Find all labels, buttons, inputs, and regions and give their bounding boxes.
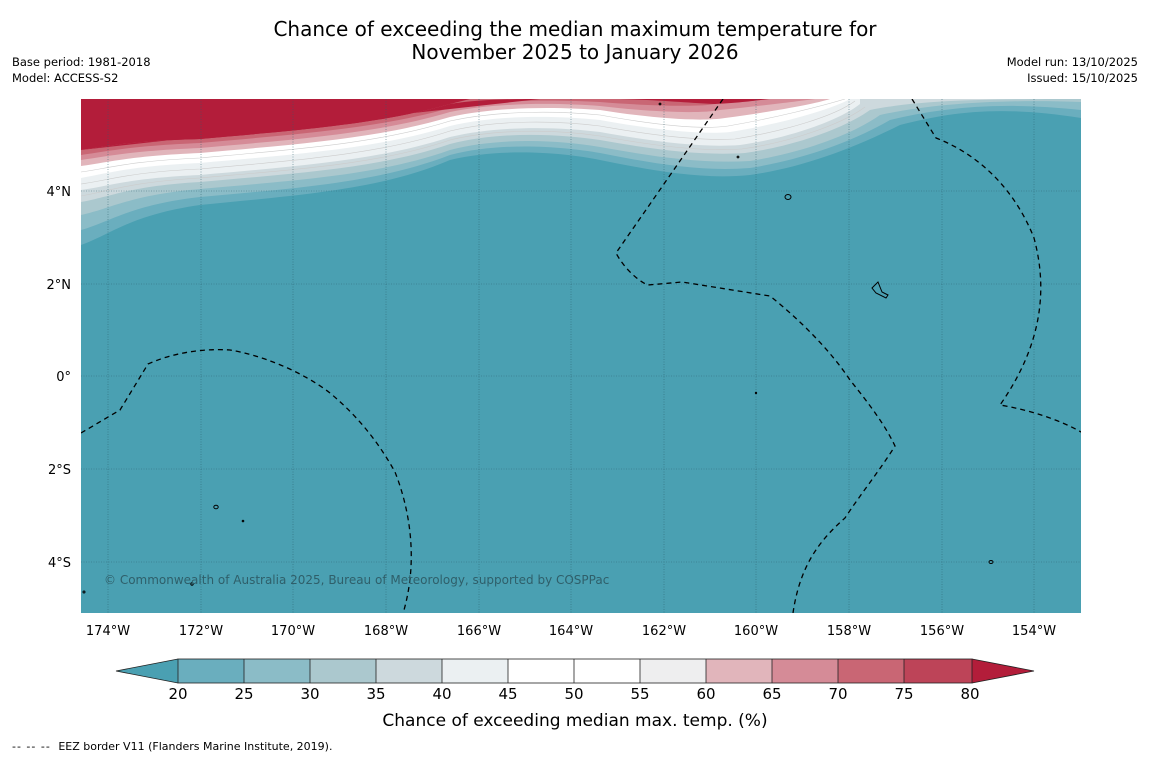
- lon-label: 158°W: [827, 624, 871, 639]
- colorbar: 20 25 30 35 40 45 50 55 60 65 70 75 80 C…: [115, 658, 1035, 731]
- colorbar-segment: [574, 659, 640, 683]
- colorbar-tick: 80: [960, 685, 979, 703]
- lat-label: 4°S: [48, 556, 71, 571]
- chart-title: Chance of exceeding the median maximum t…: [0, 18, 1150, 64]
- lon-label: 174°W: [86, 624, 130, 639]
- colorbar-segment: [178, 659, 244, 683]
- lon-label: 154°W: [1012, 624, 1056, 639]
- colorbar-tick: 60: [696, 685, 715, 703]
- lon-label: 172°W: [179, 624, 223, 639]
- longitude-labels: 174°W 172°W 170°W 168°W 166°W 164°W 162°…: [86, 624, 1056, 639]
- contour-lines: [81, 99, 866, 197]
- islands: [82, 102, 994, 594]
- ocean-above-median-core: [81, 99, 770, 150]
- lon-label: 162°W: [642, 624, 686, 639]
- lat-label: 2°S: [48, 463, 71, 478]
- title-line-2: November 2025 to January 2026: [411, 40, 739, 64]
- lat-label: 4°N: [47, 185, 72, 200]
- model-name: Model: ACCESS-S2: [12, 71, 119, 85]
- colorbar-tick: 20: [168, 685, 187, 703]
- colorbar-tick: 65: [762, 685, 781, 703]
- colorbar-segment: [640, 659, 706, 683]
- colorbar-segment: [904, 659, 972, 683]
- footer-legend: -- -- -- EEZ border V11 (Flanders Marine…: [12, 740, 332, 753]
- colorbar-label: Chance of exceeding median max. temp. (%…: [382, 711, 767, 731]
- colorbar-high-extension: [972, 659, 1034, 683]
- colorbar-segment: [310, 659, 376, 683]
- lon-label: 170°W: [271, 624, 315, 639]
- colorbar-tick: 50: [564, 685, 583, 703]
- meta-left: Base period: 1981-2018 Model: ACCESS-S2: [12, 54, 151, 86]
- eez-borders: [81, 99, 1081, 613]
- title-line-1: Chance of exceeding the median maximum t…: [273, 17, 877, 41]
- colorbar-tick: 45: [498, 685, 517, 703]
- lat-label: 2°N: [47, 278, 72, 293]
- colorbar-tick: 55: [630, 685, 649, 703]
- meta-right: Model run: 13/10/2025 Issued: 15/10/2025: [1007, 54, 1138, 86]
- model-run: Model run: 13/10/2025: [1006, 55, 1138, 69]
- copyright-notice: © Commonwealth of Australia 2025, Bureau…: [104, 573, 609, 587]
- lon-label: 160°W: [734, 624, 778, 639]
- colorbar-segment: [772, 659, 838, 683]
- latitude-labels: 4°N 2°N 0° 2°S 4°S: [47, 185, 72, 571]
- map-area: © Commonwealth of Australia 2025, Bureau…: [81, 99, 1081, 613]
- eez-legend-symbol: -- -- --: [12, 740, 51, 753]
- map-figure: © Commonwealth of Australia 2025, Bureau…: [47, 99, 1081, 731]
- colorbar-segment: [838, 659, 904, 683]
- lon-label: 166°W: [457, 624, 501, 639]
- colorbar-segment: [706, 659, 772, 683]
- lon-label: 164°W: [549, 624, 593, 639]
- graticule: [81, 99, 1081, 613]
- colorbar-segment: [508, 659, 574, 683]
- colorbar-low-extension: [116, 659, 178, 683]
- colorbar-tick: 30: [300, 685, 319, 703]
- issued-date: Issued: 15/10/2025: [1027, 71, 1138, 85]
- colorbar-segment: [244, 659, 310, 683]
- colorbar-segment: [376, 659, 442, 683]
- colorbar-tick: 35: [366, 685, 385, 703]
- colorbar-tick: 70: [828, 685, 847, 703]
- colorbar-tick: 25: [234, 685, 253, 703]
- colorbar-tick: 40: [432, 685, 451, 703]
- eez-legend-text: EEZ border V11 (Flanders Marine Institut…: [58, 740, 333, 753]
- base-period: Base period: 1981-2018: [12, 55, 151, 69]
- lat-label: 0°: [56, 370, 71, 385]
- colorbar-tick: 75: [894, 685, 913, 703]
- lon-label: 168°W: [364, 624, 408, 639]
- lon-label: 156°W: [920, 624, 964, 639]
- colorbar-segment: [442, 659, 508, 683]
